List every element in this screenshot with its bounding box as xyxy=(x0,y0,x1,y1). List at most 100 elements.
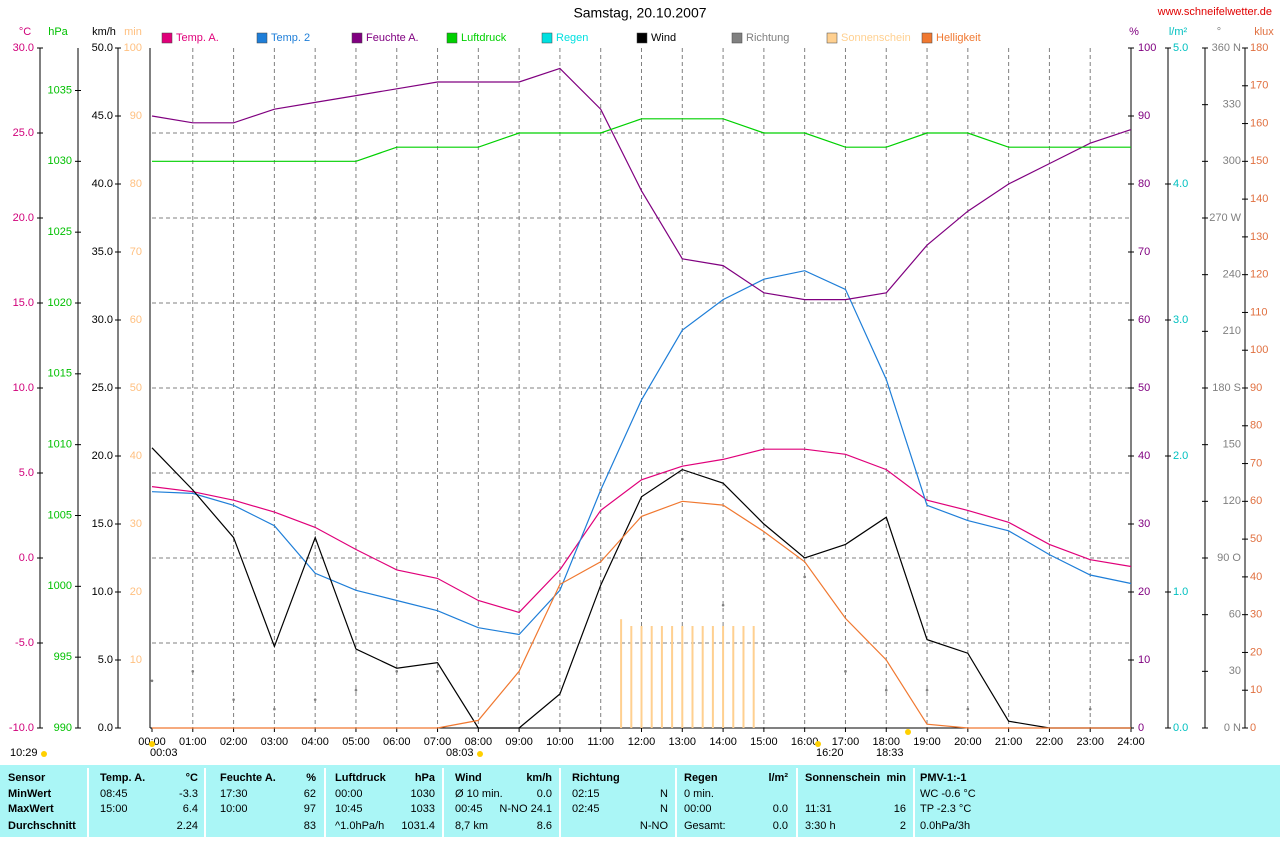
x-tick-label: 19:00 xyxy=(913,736,941,748)
series-line xyxy=(151,447,1131,729)
y-tick-label: 110 xyxy=(1250,306,1268,318)
y-tick-label: 25.0 xyxy=(92,382,113,394)
sunshine-bar xyxy=(691,626,694,728)
legend-swatch xyxy=(351,32,363,44)
sunshine-bar xyxy=(640,626,643,728)
sunshine-bar xyxy=(681,626,684,728)
sunshine-bar xyxy=(671,626,674,728)
y-tick-label: 5.0 xyxy=(19,467,34,479)
y-tick-label: 40 xyxy=(1138,450,1150,462)
table-cell: ^1.0hPa/h xyxy=(335,820,384,832)
y-tick-label: 300 xyxy=(1223,155,1241,167)
y-tick-label: 50 xyxy=(1138,382,1150,394)
y-tick-label: 20.0 xyxy=(92,450,113,462)
y-tick-label: 120 xyxy=(1250,269,1268,281)
table-cell: 62 xyxy=(304,788,316,800)
axis-unit: ° xyxy=(1217,26,1221,38)
table-cell: WC -0.6 °C xyxy=(920,788,976,800)
legend-label: Helligkeit xyxy=(936,32,981,44)
legend-swatch xyxy=(446,32,458,44)
x-tick-label: 23:00 xyxy=(1076,736,1104,748)
table-cell: MaxWert xyxy=(8,803,54,815)
table-cell: 1033 xyxy=(411,803,435,815)
legend-label: Sonnenschein xyxy=(841,32,911,44)
y-tick-label: 150 xyxy=(1250,155,1268,167)
direction-dot xyxy=(599,488,603,492)
series-line xyxy=(151,270,1132,636)
y-tick-label: 50 xyxy=(130,382,142,394)
table-cell: 0.0 xyxy=(773,803,788,815)
sunshine-bar xyxy=(701,626,704,728)
series-line xyxy=(151,67,1132,301)
y-tick-label: 4.0 xyxy=(1173,178,1188,190)
y-tick-label: 1020 xyxy=(48,297,72,309)
legend-label: Luftdruck xyxy=(461,32,507,44)
y-tick-label: 80 xyxy=(1138,178,1150,190)
table-header: Regen xyxy=(684,772,718,784)
table-cell: 2.24 xyxy=(177,820,198,832)
annotation: 08:03 xyxy=(446,747,474,759)
legend-swatch xyxy=(921,32,933,44)
y-tick-label: 50.0 xyxy=(92,42,113,54)
y-tick-label: 120 xyxy=(1223,495,1241,507)
table-header: Feuchte A. xyxy=(220,772,276,784)
series-line xyxy=(152,500,1131,729)
y-tick-label: 40 xyxy=(130,450,142,462)
y-tick-label: 15.0 xyxy=(13,297,34,309)
y-tick-label: 2.0 xyxy=(1173,450,1188,462)
table-cell: TP -2.3 °C xyxy=(920,803,971,815)
x-tick-label: 18:00 xyxy=(872,736,900,748)
y-tick-label: 160 xyxy=(1250,117,1268,129)
y-tick-label: 30 xyxy=(1138,518,1150,530)
legend-label: Temp. 2 xyxy=(271,32,310,44)
y-tick-label: 0 xyxy=(1138,722,1144,734)
x-tick-label: 03:00 xyxy=(261,736,289,748)
legend-swatch xyxy=(161,32,173,44)
table-cell: 0.0 xyxy=(537,788,552,800)
x-tick-label: 24:00 xyxy=(1117,736,1145,748)
y-tick-label: 1.0 xyxy=(1173,586,1188,598)
x-tick-label: 10:00 xyxy=(546,736,574,748)
table-header: Sonnenschein xyxy=(805,772,880,784)
y-tick-label: 1000 xyxy=(48,580,72,592)
y-tick-label: 990 xyxy=(54,722,72,734)
x-tick-label: 01:00 xyxy=(179,736,207,748)
sunshine-bar xyxy=(650,626,653,728)
table-cell: Ø 10 min. xyxy=(455,788,503,800)
y-tick-label: 30.0 xyxy=(92,314,113,326)
table-cell: N-NO 24.1 xyxy=(499,803,552,815)
y-tick-label: 80 xyxy=(130,178,142,190)
y-tick-label: 100 xyxy=(1138,42,1156,54)
axis-unit: min xyxy=(124,26,142,38)
chart-title: Samstag, 20.10.2007 xyxy=(573,5,706,21)
y-tick-label: 35.0 xyxy=(92,246,113,258)
table-cell: 3:30 h xyxy=(805,820,836,832)
table-cell: 0.0hPa/3h xyxy=(920,820,970,832)
y-tick-label: 180 S xyxy=(1212,382,1241,394)
y-tick-label: 70 xyxy=(1138,246,1150,258)
direction-dot xyxy=(395,670,399,673)
y-tick-label: 10.0 xyxy=(13,382,34,394)
legend-label: Temp. A. xyxy=(176,32,219,44)
direction-dot xyxy=(925,688,929,692)
x-tick-label: 21:00 xyxy=(995,736,1023,748)
sunshine-bar xyxy=(711,626,714,728)
legend-swatch xyxy=(731,32,743,44)
y-tick-label: 360 N xyxy=(1212,42,1241,54)
table-cell: 11:31 xyxy=(805,803,832,815)
y-tick-label: 45.0 xyxy=(92,110,113,122)
axis-unit: hPa xyxy=(48,26,68,38)
y-tick-label: 10 xyxy=(1250,684,1262,696)
table-cell: N xyxy=(660,788,668,800)
axis-unit: km/h xyxy=(92,26,116,38)
y-tick-label: 30.0 xyxy=(13,42,34,54)
y-tick-label: 3.0 xyxy=(1173,314,1188,326)
y-tick-label: 30 xyxy=(1229,665,1241,677)
legend-label: Regen xyxy=(556,32,588,44)
table-cell: 15:00 xyxy=(100,803,128,815)
y-tick-label: 60 xyxy=(130,314,142,326)
y-tick-label: 5.0 xyxy=(98,654,113,666)
table-cell: -3.3 xyxy=(179,788,198,800)
table-cell: N xyxy=(660,803,668,815)
